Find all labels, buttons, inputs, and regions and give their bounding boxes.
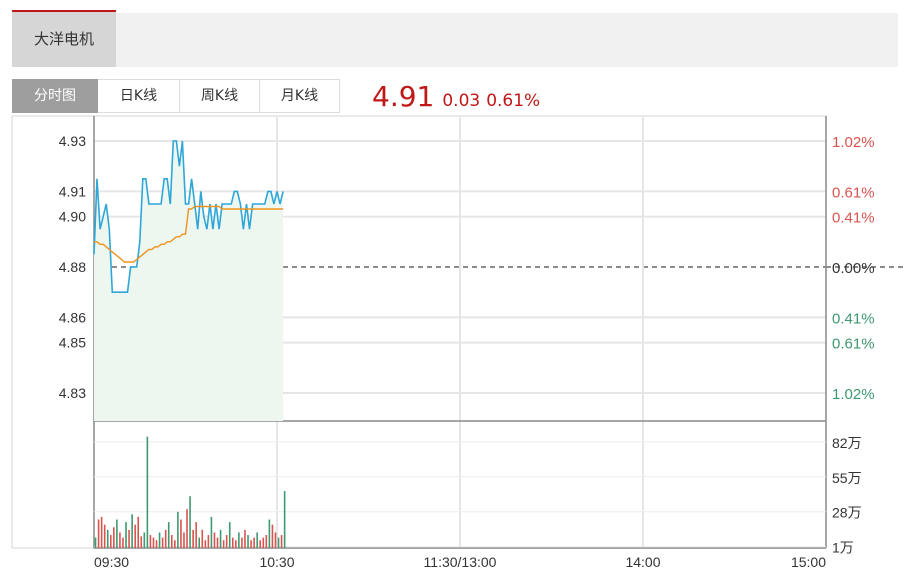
- stock-name-tab[interactable]: 大洋电机: [12, 10, 116, 67]
- title-bar: [12, 13, 898, 67]
- time-tick-label: 15:00: [791, 554, 826, 570]
- price-change-pct: 0.61%: [486, 91, 541, 111]
- price-change: 0.03: [442, 91, 481, 111]
- tab-intraday[interactable]: 分时图: [12, 79, 98, 113]
- volume-tick-label: 1万: [832, 540, 854, 556]
- pct-tick-label: 0.41%: [832, 310, 875, 327]
- time-tick-label: 10:30: [259, 554, 294, 570]
- pct-tick-label: 0.61%: [832, 184, 875, 201]
- price-tick-label: 4.86: [59, 309, 86, 325]
- pct-tick-label: 0.00%: [832, 260, 875, 277]
- price-tick-label: 4.88: [59, 259, 86, 275]
- pct-tick-label: 1.02%: [832, 134, 875, 151]
- pct-tick-label: 0.61%: [832, 336, 875, 353]
- time-tick-label: 09:30: [94, 554, 129, 570]
- price-line: [93, 140, 284, 293]
- volume-tick-label: 28万: [832, 505, 862, 521]
- price-tick-label: 4.93: [59, 133, 86, 149]
- price-tick-label: 4.85: [59, 335, 86, 351]
- average-line: [94, 205, 284, 263]
- price-area: [94, 141, 284, 421]
- volume-tick-label: 82万: [832, 435, 862, 451]
- tab-daily-k[interactable]: 日K线: [98, 79, 180, 113]
- time-tick-label: 11:30/13:00: [424, 554, 497, 570]
- pct-tick-label: 1.02%: [832, 386, 875, 403]
- quote-panel: 4.91 0.03 0.61%: [372, 80, 546, 114]
- volume-tick-label: 55万: [832, 470, 862, 486]
- period-tabs: 分时图 日K线 周K线 月K线: [12, 79, 340, 113]
- price-tick-label: 4.90: [59, 209, 86, 225]
- time-tick-label: 14:00: [625, 554, 660, 570]
- tab-monthly-k[interactable]: 月K线: [260, 79, 340, 113]
- tab-weekly-k[interactable]: 周K线: [180, 79, 260, 113]
- price-tick-label: 4.83: [59, 385, 86, 401]
- price-tick-label: 4.91: [59, 183, 86, 199]
- last-price: 4.91: [372, 80, 435, 113]
- pct-tick-label: 0.41%: [832, 210, 875, 227]
